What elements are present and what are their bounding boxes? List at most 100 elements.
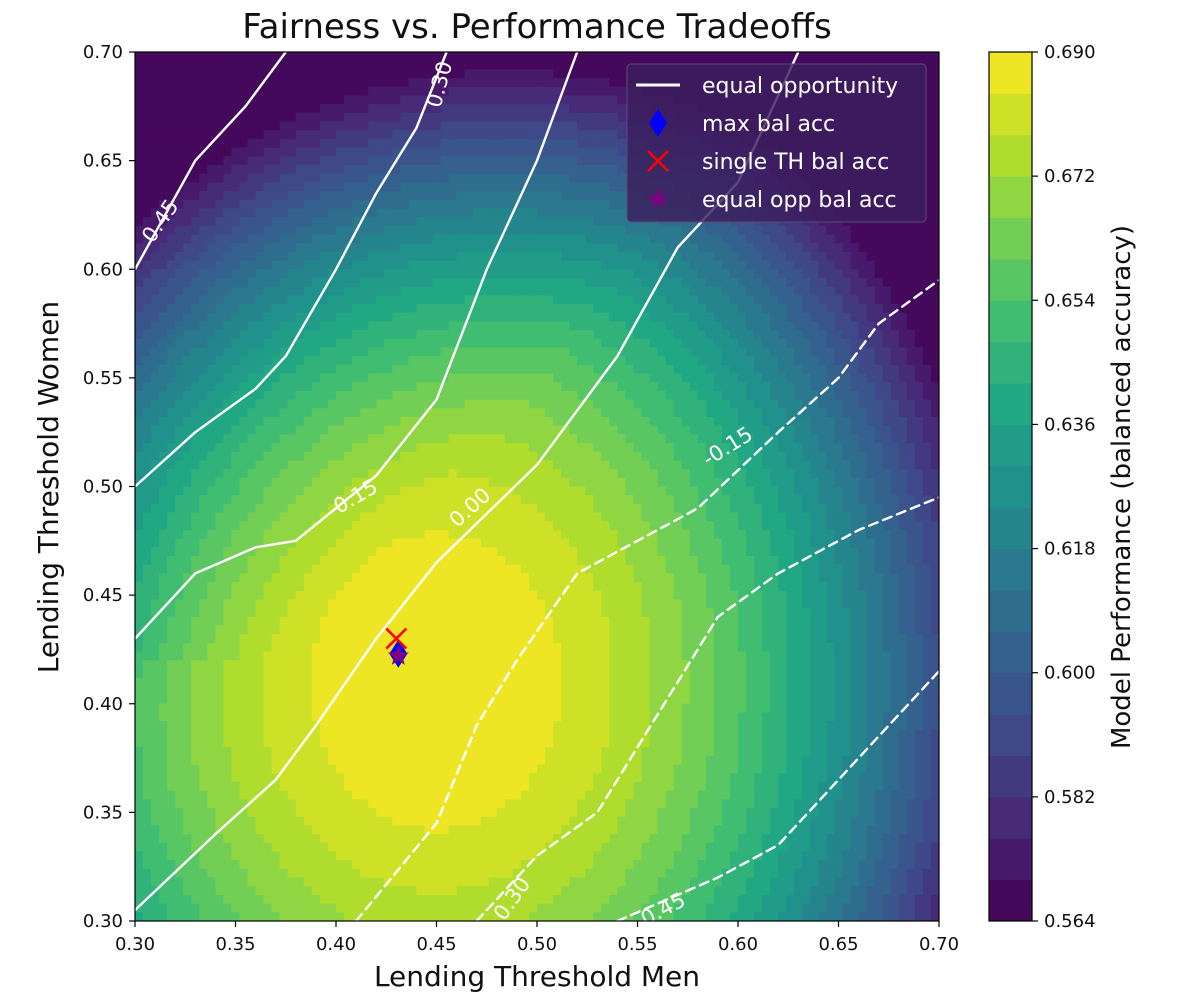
surface-cell bbox=[255, 234, 265, 244]
surface-cell bbox=[223, 495, 233, 505]
surface-cell bbox=[528, 608, 538, 618]
surface-cell bbox=[183, 747, 192, 757]
surface-cell bbox=[512, 686, 522, 696]
surface-cell bbox=[416, 338, 426, 349]
surface-cell bbox=[520, 660, 530, 670]
surface-cell bbox=[496, 78, 506, 88]
surface-cell bbox=[376, 747, 385, 757]
surface-cell bbox=[311, 773, 321, 783]
surface-cell bbox=[448, 808, 458, 818]
surface-cell bbox=[488, 104, 498, 114]
surface-cell bbox=[496, 460, 506, 470]
surface-cell bbox=[520, 208, 530, 218]
surface-cell bbox=[135, 304, 144, 314]
surface-cell bbox=[352, 112, 361, 123]
surface-cell bbox=[167, 234, 176, 244]
surface-cell bbox=[488, 651, 498, 661]
surface-cell bbox=[215, 78, 225, 88]
surface-cell bbox=[183, 156, 192, 166]
surface-cell bbox=[223, 616, 233, 627]
surface-cell bbox=[496, 825, 506, 835]
surface-cell bbox=[255, 512, 265, 522]
surface-cell bbox=[488, 747, 498, 757]
surface-cell bbox=[223, 547, 233, 557]
surface-cell bbox=[384, 382, 393, 392]
surface-cell bbox=[408, 260, 417, 270]
surface-cell bbox=[400, 477, 409, 488]
surface-cell bbox=[247, 538, 257, 548]
surface-cell bbox=[183, 138, 192, 149]
surface-cell bbox=[528, 808, 538, 818]
surface-cell bbox=[352, 634, 361, 644]
surface-cell bbox=[448, 217, 458, 227]
surface-cell bbox=[528, 156, 538, 166]
surface-cell bbox=[384, 364, 393, 375]
surface-cell bbox=[488, 277, 498, 288]
surface-cell bbox=[344, 469, 353, 479]
surface-cell bbox=[287, 564, 297, 574]
surface-cell bbox=[215, 877, 225, 887]
surface-cell bbox=[263, 460, 273, 470]
surface-cell bbox=[512, 790, 522, 800]
surface-cell bbox=[247, 495, 257, 505]
surface-cell bbox=[392, 703, 401, 714]
surface-cell bbox=[239, 112, 249, 123]
surface-cell bbox=[287, 590, 297, 601]
surface-cell bbox=[279, 469, 289, 479]
surface-cell bbox=[496, 130, 506, 140]
surface-cell bbox=[263, 556, 273, 566]
surface-cell bbox=[384, 582, 393, 592]
surface-cell bbox=[183, 486, 192, 496]
surface-cell bbox=[295, 521, 305, 531]
surface-cell bbox=[424, 425, 434, 435]
surface-cell bbox=[159, 330, 168, 340]
surface-cell bbox=[287, 399, 297, 409]
surface-cell bbox=[528, 112, 538, 123]
surface-cell bbox=[344, 486, 353, 496]
surface-cell bbox=[368, 642, 377, 653]
surface-cell bbox=[448, 825, 458, 835]
surface-cell bbox=[408, 834, 417, 844]
surface-cell bbox=[360, 495, 369, 505]
surface-cell bbox=[408, 868, 417, 879]
surface-cell bbox=[416, 495, 426, 505]
surface-cell bbox=[207, 556, 216, 566]
surface-cell bbox=[464, 277, 474, 288]
surface-cell bbox=[327, 443, 337, 453]
surface-cell bbox=[295, 582, 305, 592]
surface-cell bbox=[368, 173, 377, 183]
surface-cell bbox=[368, 408, 377, 418]
surface-cell bbox=[448, 416, 458, 427]
surface-cell bbox=[135, 582, 144, 592]
surface-cell bbox=[255, 486, 265, 496]
surface-cell bbox=[167, 799, 176, 809]
surface-cell bbox=[231, 686, 241, 696]
surface-cell bbox=[199, 834, 208, 844]
surface-cell bbox=[472, 894, 482, 905]
surface-cell bbox=[183, 608, 192, 618]
surface-cell bbox=[151, 747, 160, 757]
surface-cell bbox=[472, 469, 482, 479]
surface-cell bbox=[496, 790, 506, 800]
surface-cell bbox=[279, 460, 289, 470]
surface-cell bbox=[368, 538, 377, 548]
surface-cell bbox=[504, 364, 514, 375]
surface-cell bbox=[183, 660, 192, 670]
surface-cell bbox=[327, 747, 337, 757]
surface-cell bbox=[360, 816, 369, 827]
surface-cell bbox=[408, 286, 417, 296]
surface-cell bbox=[512, 634, 522, 644]
surface-cell bbox=[384, 269, 393, 279]
surface-cell bbox=[376, 677, 385, 687]
surface-cell bbox=[336, 156, 345, 166]
surface-cell bbox=[416, 842, 426, 853]
surface-cell bbox=[183, 790, 192, 800]
surface-cell bbox=[319, 529, 329, 540]
surface-cell bbox=[336, 903, 345, 913]
surface-cell bbox=[352, 164, 361, 175]
surface-cell bbox=[215, 199, 225, 210]
surface-cell bbox=[143, 503, 152, 514]
surface-cell bbox=[263, 286, 273, 296]
surface-cell bbox=[215, 512, 225, 522]
surface-cell bbox=[360, 573, 369, 583]
